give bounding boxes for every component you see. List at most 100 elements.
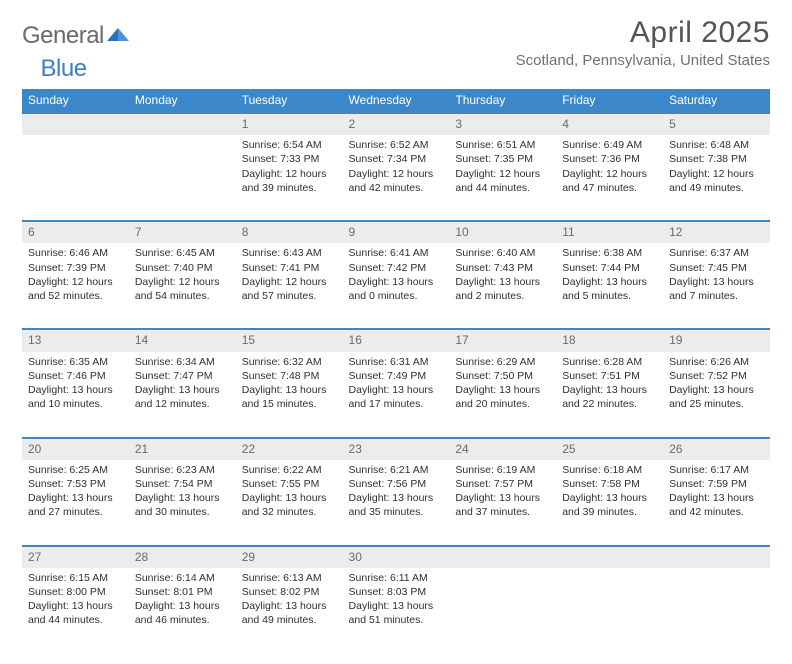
daylight-line: Daylight: 13 hoursand 35 minutes. [349, 491, 444, 519]
sunrise-line: Sunrise: 6:31 AM [349, 355, 444, 369]
sunset-line: Sunset: 7:34 PM [349, 152, 444, 166]
page-subtitle: Scotland, Pennsylvania, United States [516, 52, 770, 69]
day-number-cell: 7 [129, 221, 236, 243]
col-saturday: Saturday [663, 89, 770, 113]
day-number-cell: 15 [236, 329, 343, 351]
day-number-cell: 10 [449, 221, 556, 243]
sunset-line: Sunset: 7:38 PM [669, 152, 764, 166]
day-cell [129, 135, 236, 221]
day-number-cell: 3 [449, 113, 556, 135]
day-cell: Sunrise: 6:15 AMSunset: 8:00 PMDaylight:… [22, 568, 129, 654]
sunset-line: Sunset: 8:01 PM [135, 585, 230, 599]
day-number-cell: 11 [556, 221, 663, 243]
sunset-line: Sunset: 7:50 PM [455, 369, 550, 383]
week-body-row: Sunrise: 6:15 AMSunset: 8:00 PMDaylight:… [22, 568, 770, 654]
daylight-line: Daylight: 12 hoursand 39 minutes. [242, 167, 337, 195]
daylight-line: Daylight: 13 hoursand 22 minutes. [562, 383, 657, 411]
sunset-line: Sunset: 7:52 PM [669, 369, 764, 383]
day-cell: Sunrise: 6:11 AMSunset: 8:03 PMDaylight:… [343, 568, 450, 654]
day-cell: Sunrise: 6:21 AMSunset: 7:56 PMDaylight:… [343, 460, 450, 546]
daylight-line: Daylight: 12 hoursand 49 minutes. [669, 167, 764, 195]
sunrise-line: Sunrise: 6:14 AM [135, 571, 230, 585]
day-number-cell: 17 [449, 329, 556, 351]
sunset-line: Sunset: 7:35 PM [455, 152, 550, 166]
day-number-cell: 13 [22, 329, 129, 351]
sunrise-line: Sunrise: 6:45 AM [135, 246, 230, 260]
day-cell: Sunrise: 6:49 AMSunset: 7:36 PMDaylight:… [556, 135, 663, 221]
sunrise-line: Sunrise: 6:25 AM [28, 463, 123, 477]
calendar-page: General April 2025 Scotland, Pennsylvani… [0, 0, 792, 664]
sunset-line: Sunset: 7:53 PM [28, 477, 123, 491]
day-cell: Sunrise: 6:22 AMSunset: 7:55 PMDaylight:… [236, 460, 343, 546]
sunset-line: Sunset: 7:54 PM [135, 477, 230, 491]
daylight-line: Daylight: 13 hoursand 12 minutes. [135, 383, 230, 411]
sunrise-line: Sunrise: 6:38 AM [562, 246, 657, 260]
day-number-cell: 12 [663, 221, 770, 243]
day-cell [22, 135, 129, 221]
day-number-cell: 29 [236, 546, 343, 568]
sunset-line: Sunset: 7:42 PM [349, 261, 444, 275]
col-wednesday: Wednesday [343, 89, 450, 113]
brand-mark-icon [107, 20, 129, 48]
day-cell: Sunrise: 6:25 AMSunset: 7:53 PMDaylight:… [22, 460, 129, 546]
day-number-cell: 20 [22, 438, 129, 460]
daylight-line: Daylight: 12 hoursand 42 minutes. [349, 167, 444, 195]
day-cell: Sunrise: 6:45 AMSunset: 7:40 PMDaylight:… [129, 243, 236, 329]
daylight-line: Daylight: 13 hoursand 39 minutes. [562, 491, 657, 519]
title-block: April 2025 Scotland, Pennsylvania, Unite… [516, 16, 770, 69]
day-cell: Sunrise: 6:41 AMSunset: 7:42 PMDaylight:… [343, 243, 450, 329]
sunset-line: Sunset: 7:59 PM [669, 477, 764, 491]
page-title: April 2025 [516, 16, 770, 50]
day-number-cell: 18 [556, 329, 663, 351]
week-body-row: Sunrise: 6:54 AMSunset: 7:33 PMDaylight:… [22, 135, 770, 221]
daylight-line: Daylight: 13 hoursand 37 minutes. [455, 491, 550, 519]
brand-part1: General [22, 22, 104, 50]
sunset-line: Sunset: 7:49 PM [349, 369, 444, 383]
week-body-row: Sunrise: 6:46 AMSunset: 7:39 PMDaylight:… [22, 243, 770, 329]
sunrise-line: Sunrise: 6:11 AM [349, 571, 444, 585]
daylight-line: Daylight: 12 hoursand 57 minutes. [242, 275, 337, 303]
day-cell: Sunrise: 6:19 AMSunset: 7:57 PMDaylight:… [449, 460, 556, 546]
sunrise-line: Sunrise: 6:43 AM [242, 246, 337, 260]
sunset-line: Sunset: 7:48 PM [242, 369, 337, 383]
sunrise-line: Sunrise: 6:28 AM [562, 355, 657, 369]
daylight-line: Daylight: 12 hoursand 52 minutes. [28, 275, 123, 303]
day-cell: Sunrise: 6:54 AMSunset: 7:33 PMDaylight:… [236, 135, 343, 221]
day-number-cell [129, 113, 236, 135]
week-body-row: Sunrise: 6:35 AMSunset: 7:46 PMDaylight:… [22, 352, 770, 438]
day-cell: Sunrise: 6:51 AMSunset: 7:35 PMDaylight:… [449, 135, 556, 221]
sunset-line: Sunset: 8:00 PM [28, 585, 123, 599]
col-sunday: Sunday [22, 89, 129, 113]
day-cell: Sunrise: 6:34 AMSunset: 7:47 PMDaylight:… [129, 352, 236, 438]
daylight-line: Daylight: 13 hoursand 27 minutes. [28, 491, 123, 519]
brand-logo: General [22, 16, 129, 50]
sunrise-line: Sunrise: 6:48 AM [669, 138, 764, 152]
sunrise-line: Sunrise: 6:46 AM [28, 246, 123, 260]
day-number-cell: 23 [343, 438, 450, 460]
sunrise-line: Sunrise: 6:52 AM [349, 138, 444, 152]
daylight-line: Daylight: 12 hoursand 54 minutes. [135, 275, 230, 303]
day-number-cell: 14 [129, 329, 236, 351]
col-thursday: Thursday [449, 89, 556, 113]
day-number-cell: 4 [556, 113, 663, 135]
sunrise-line: Sunrise: 6:15 AM [28, 571, 123, 585]
day-number-cell: 22 [236, 438, 343, 460]
sunset-line: Sunset: 7:55 PM [242, 477, 337, 491]
day-cell [556, 568, 663, 654]
sunset-line: Sunset: 7:47 PM [135, 369, 230, 383]
calendar-body: 12345Sunrise: 6:54 AMSunset: 7:33 PMDayl… [22, 113, 770, 654]
day-number-cell: 21 [129, 438, 236, 460]
day-number-cell: 2 [343, 113, 450, 135]
day-cell: Sunrise: 6:23 AMSunset: 7:54 PMDaylight:… [129, 460, 236, 546]
sunset-line: Sunset: 7:43 PM [455, 261, 550, 275]
daylight-line: Daylight: 13 hoursand 5 minutes. [562, 275, 657, 303]
sunrise-line: Sunrise: 6:17 AM [669, 463, 764, 477]
day-number-cell [556, 546, 663, 568]
daylight-line: Daylight: 13 hoursand 0 minutes. [349, 275, 444, 303]
sunrise-line: Sunrise: 6:23 AM [135, 463, 230, 477]
sunrise-line: Sunrise: 6:22 AM [242, 463, 337, 477]
sunrise-line: Sunrise: 6:26 AM [669, 355, 764, 369]
daylight-line: Daylight: 13 hoursand 32 minutes. [242, 491, 337, 519]
day-cell: Sunrise: 6:40 AMSunset: 7:43 PMDaylight:… [449, 243, 556, 329]
day-cell [449, 568, 556, 654]
